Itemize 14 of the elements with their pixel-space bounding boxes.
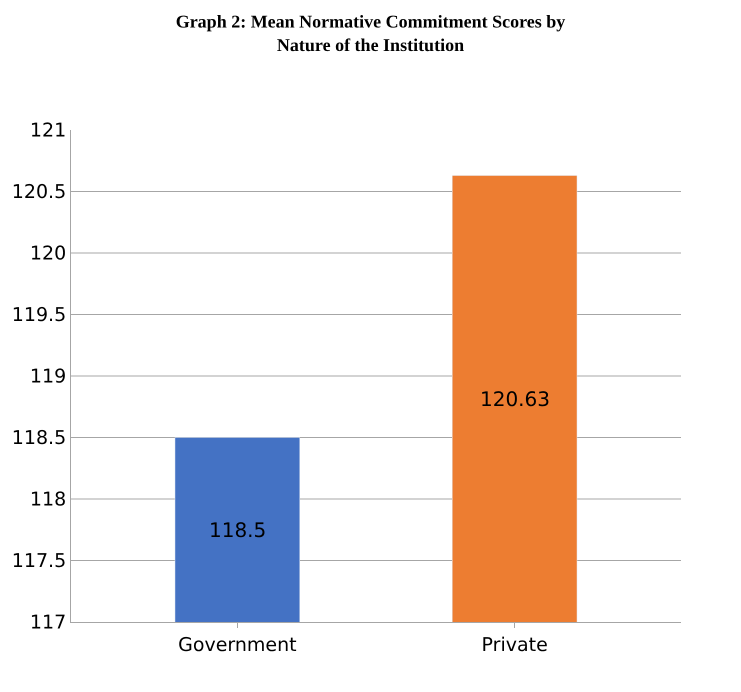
x-tick-label: Government [178, 634, 297, 656]
y-tick-label: 121 [30, 120, 66, 142]
y-tick-label: 120.5 [12, 181, 66, 204]
y-tick-label: 118 [30, 488, 66, 511]
y-tick-label: 119 [30, 366, 66, 388]
data-label: 120.63 [480, 387, 550, 411]
chart-title: Graph 2: Mean Normative Commitment Scores by Nature of the Institution [176, 12, 566, 56]
y-tick-label: 117 [30, 612, 66, 634]
y-tick-label: 119.5 [12, 304, 66, 326]
data-label: 118.5 [209, 518, 266, 542]
y-tick-label: 117.5 [12, 550, 66, 572]
y-tick-label: 120 [30, 242, 66, 265]
y-tick-label: 118.5 [12, 427, 66, 450]
x-tick-label: Private [482, 634, 548, 656]
